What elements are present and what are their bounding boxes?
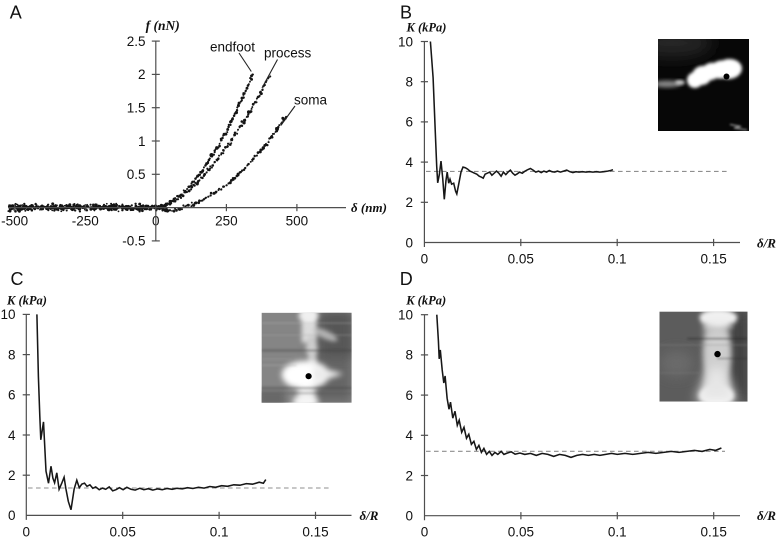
svg-text:0: 0 (421, 252, 429, 267)
svg-text:8: 8 (405, 75, 413, 90)
svg-text:K (kPa): K (kPa) (6, 294, 47, 308)
svg-text:δ/R: δ/R (360, 508, 379, 523)
svg-text:4: 4 (405, 428, 413, 443)
svg-text:10: 10 (398, 308, 413, 323)
svg-text:0: 0 (8, 508, 16, 523)
svg-text:0: 0 (421, 525, 429, 540)
svg-text:0.15: 0.15 (700, 252, 726, 267)
svg-text:0: 0 (23, 525, 31, 540)
svg-text:-250: -250 (72, 213, 99, 228)
svg-text:1.5: 1.5 (127, 101, 146, 116)
svg-text:6: 6 (8, 388, 16, 403)
svg-text:2: 2 (8, 468, 16, 483)
svg-text:0: 0 (405, 235, 413, 250)
svg-text:0.05: 0.05 (110, 525, 136, 540)
svg-text:10: 10 (0, 307, 15, 322)
svg-text:8: 8 (405, 348, 413, 363)
svg-text:4: 4 (405, 155, 413, 170)
svg-text:δ (nm): δ (nm) (351, 200, 387, 215)
svg-text:2: 2 (138, 67, 146, 82)
svg-text:f (nN): f (nN) (146, 18, 180, 33)
svg-text:0.1: 0.1 (210, 525, 229, 540)
svg-text:0: 0 (405, 509, 413, 524)
svg-text:2: 2 (405, 468, 413, 483)
svg-text:2: 2 (405, 195, 413, 210)
svg-text:0.1: 0.1 (608, 252, 627, 267)
svg-text:-500: -500 (1, 213, 28, 228)
svg-text:-0.5: -0.5 (122, 234, 145, 249)
svg-text:D: D (400, 269, 413, 289)
svg-text:6: 6 (405, 388, 413, 403)
svg-text:δ/R: δ/R (757, 235, 776, 250)
svg-text:soma: soma (294, 93, 328, 108)
svg-text:0.5: 0.5 (127, 167, 146, 182)
svg-text:0.15: 0.15 (302, 525, 328, 540)
svg-text:10: 10 (398, 34, 413, 49)
svg-text:0.05: 0.05 (508, 252, 534, 267)
svg-text:1: 1 (138, 134, 146, 149)
svg-text:A: A (10, 2, 22, 22)
svg-text:0.05: 0.05 (508, 525, 534, 540)
svg-text:process: process (264, 46, 312, 61)
svg-text:8: 8 (8, 347, 16, 362)
svg-text:4: 4 (8, 428, 16, 443)
svg-text:0.1: 0.1 (608, 525, 627, 540)
svg-text:500: 500 (286, 213, 309, 228)
svg-text:δ/R: δ/R (757, 508, 776, 523)
svg-text:K (kPa): K (kPa) (405, 294, 446, 308)
svg-text:C: C (11, 269, 24, 289)
svg-text:K (kPa): K (kPa) (406, 21, 447, 35)
svg-text:B: B (400, 3, 412, 23)
svg-text:endfoot: endfoot (210, 40, 255, 55)
svg-text:250: 250 (215, 213, 238, 228)
svg-text:6: 6 (405, 115, 413, 130)
svg-text:2.5: 2.5 (127, 34, 146, 49)
svg-text:0.15: 0.15 (701, 525, 727, 540)
